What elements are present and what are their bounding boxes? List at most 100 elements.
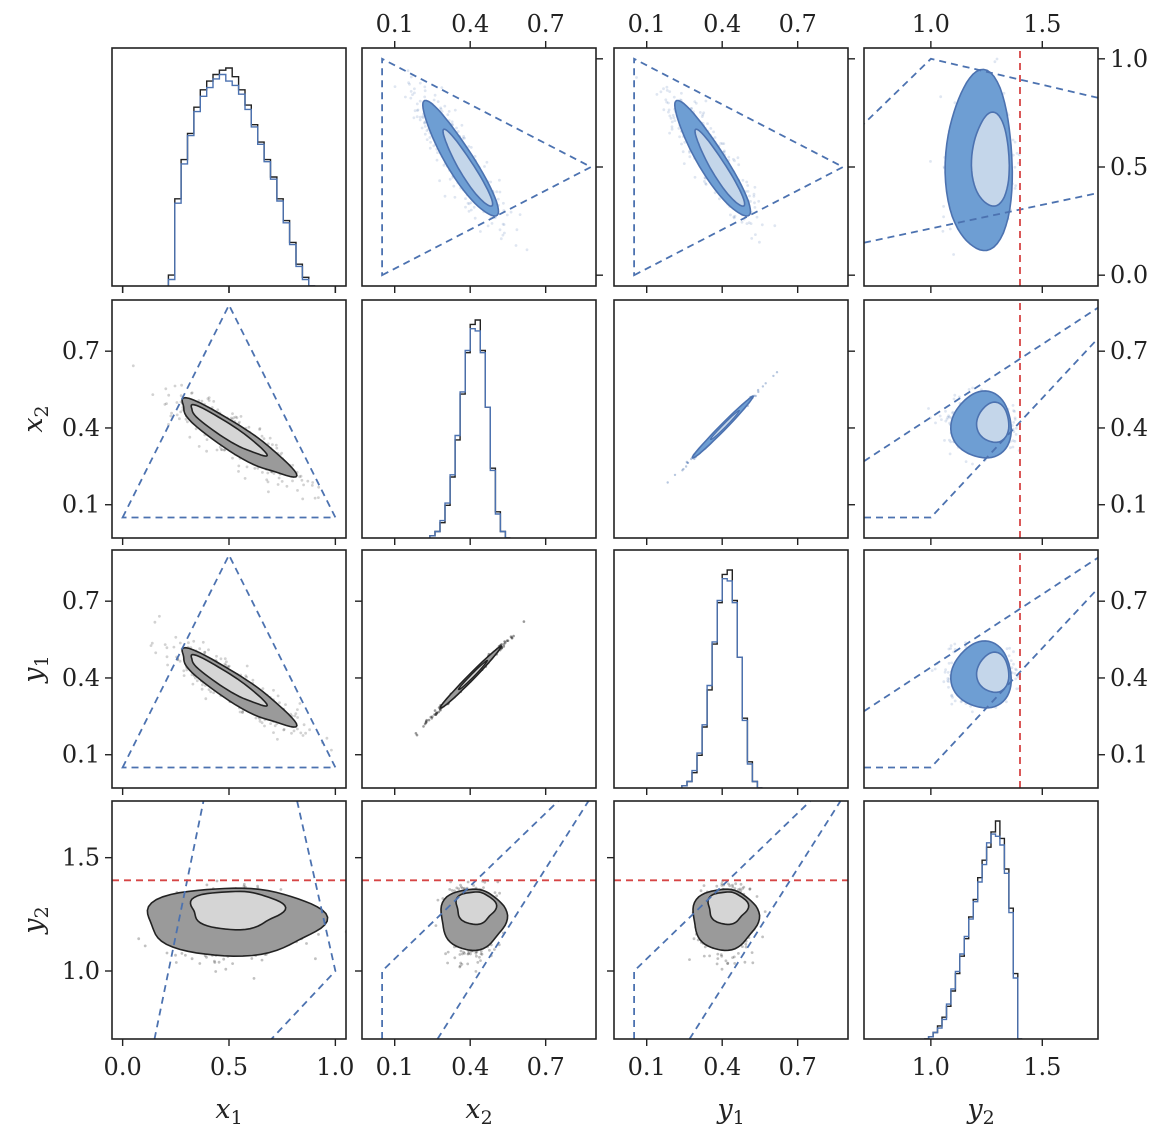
sample-point bbox=[444, 952, 447, 956]
sample-point bbox=[253, 467, 257, 470]
sample-point bbox=[514, 244, 518, 247]
constraint-boundary bbox=[864, 192, 1098, 244]
sample-point bbox=[733, 962, 737, 965]
sample-point bbox=[483, 880, 487, 884]
sample-point bbox=[760, 223, 764, 227]
sample-point bbox=[158, 614, 161, 618]
sample-point bbox=[294, 712, 298, 715]
sample-point bbox=[703, 180, 706, 183]
sample-point bbox=[947, 661, 951, 665]
plot-area bbox=[381, 57, 593, 277]
sample-point bbox=[231, 456, 234, 460]
sample-point bbox=[256, 884, 259, 888]
sample-point bbox=[719, 953, 723, 957]
sample-point bbox=[222, 448, 226, 452]
plot-area bbox=[121, 303, 337, 519]
sample-point bbox=[493, 891, 497, 894]
sample-point bbox=[238, 710, 242, 714]
sample-point bbox=[423, 121, 427, 125]
sample-point bbox=[1012, 430, 1016, 433]
sample-point bbox=[525, 248, 529, 252]
sample-point bbox=[773, 224, 777, 228]
panel-frame bbox=[361, 299, 597, 539]
sample-point bbox=[439, 106, 442, 110]
constraint-boundary bbox=[864, 306, 1098, 462]
sample-point bbox=[694, 101, 698, 105]
sample-point bbox=[1012, 409, 1015, 413]
sample-point bbox=[273, 724, 277, 728]
sample-point bbox=[436, 100, 440, 103]
sample-point bbox=[731, 883, 734, 887]
contour-inner bbox=[190, 403, 269, 457]
constraint-boundary bbox=[270, 801, 337, 1039]
sample-point bbox=[498, 891, 501, 895]
sample-point bbox=[1011, 153, 1015, 157]
sample-point bbox=[927, 407, 930, 410]
sample-point bbox=[434, 924, 438, 927]
sample-point bbox=[1013, 410, 1016, 413]
sample-point bbox=[282, 728, 286, 731]
sample-point bbox=[274, 443, 278, 447]
sample-point bbox=[223, 662, 227, 666]
sample-point bbox=[683, 140, 687, 144]
sample-point bbox=[163, 643, 167, 646]
sample-point bbox=[262, 437, 266, 441]
sample-point bbox=[182, 669, 186, 673]
sample-point bbox=[493, 948, 496, 951]
sample-point bbox=[1013, 140, 1017, 144]
sample-point bbox=[737, 888, 740, 892]
scatter-y1_y2 bbox=[613, 800, 849, 1040]
sample-point bbox=[950, 661, 954, 665]
sample-point bbox=[1014, 433, 1018, 436]
sample-point bbox=[404, 95, 407, 99]
sample-point bbox=[464, 205, 467, 209]
sample-point bbox=[752, 192, 756, 196]
constraint-boundary bbox=[633, 57, 845, 277]
sample-point bbox=[252, 977, 256, 980]
sample-point bbox=[165, 646, 169, 650]
sample-point bbox=[317, 933, 320, 936]
sample-point bbox=[953, 393, 957, 397]
sample-point bbox=[266, 480, 270, 484]
sample-point bbox=[964, 460, 968, 463]
sample-point bbox=[182, 674, 186, 677]
sample-point bbox=[406, 69, 410, 73]
plot-area bbox=[414, 620, 526, 737]
sample-point bbox=[261, 471, 264, 474]
sample-point bbox=[506, 639, 510, 642]
sample-point bbox=[718, 197, 721, 201]
sample-point bbox=[203, 954, 207, 958]
sample-point bbox=[688, 155, 692, 159]
sample-point bbox=[245, 465, 249, 469]
plot-area bbox=[112, 801, 346, 1039]
sample-point bbox=[726, 962, 729, 965]
sample-point bbox=[680, 142, 683, 146]
sample-point bbox=[971, 462, 974, 466]
sample-point bbox=[472, 205, 476, 209]
sample-point bbox=[310, 484, 314, 487]
sample-point bbox=[1011, 138, 1015, 142]
sample-point bbox=[311, 481, 315, 484]
sample-point bbox=[469, 952, 472, 956]
sample-point bbox=[243, 477, 247, 480]
sample-point bbox=[672, 95, 676, 99]
sample-point bbox=[207, 688, 211, 691]
plot-area bbox=[121, 553, 337, 769]
sample-point bbox=[750, 951, 754, 954]
sample-point bbox=[747, 221, 751, 225]
sample-point bbox=[194, 676, 197, 680]
sample-point bbox=[668, 131, 671, 135]
sample-point bbox=[666, 481, 669, 484]
sample-point bbox=[191, 682, 195, 686]
sample-point bbox=[260, 434, 264, 438]
sample-point bbox=[948, 227, 952, 231]
sample-point bbox=[733, 887, 737, 890]
sample-point bbox=[715, 884, 719, 888]
sample-point bbox=[241, 711, 244, 714]
constraint-boundary bbox=[381, 57, 593, 277]
sample-point bbox=[502, 201, 505, 205]
sample-point bbox=[947, 647, 951, 651]
sample-point bbox=[433, 709, 437, 712]
sample-point bbox=[754, 233, 757, 237]
sample-point bbox=[238, 420, 241, 424]
